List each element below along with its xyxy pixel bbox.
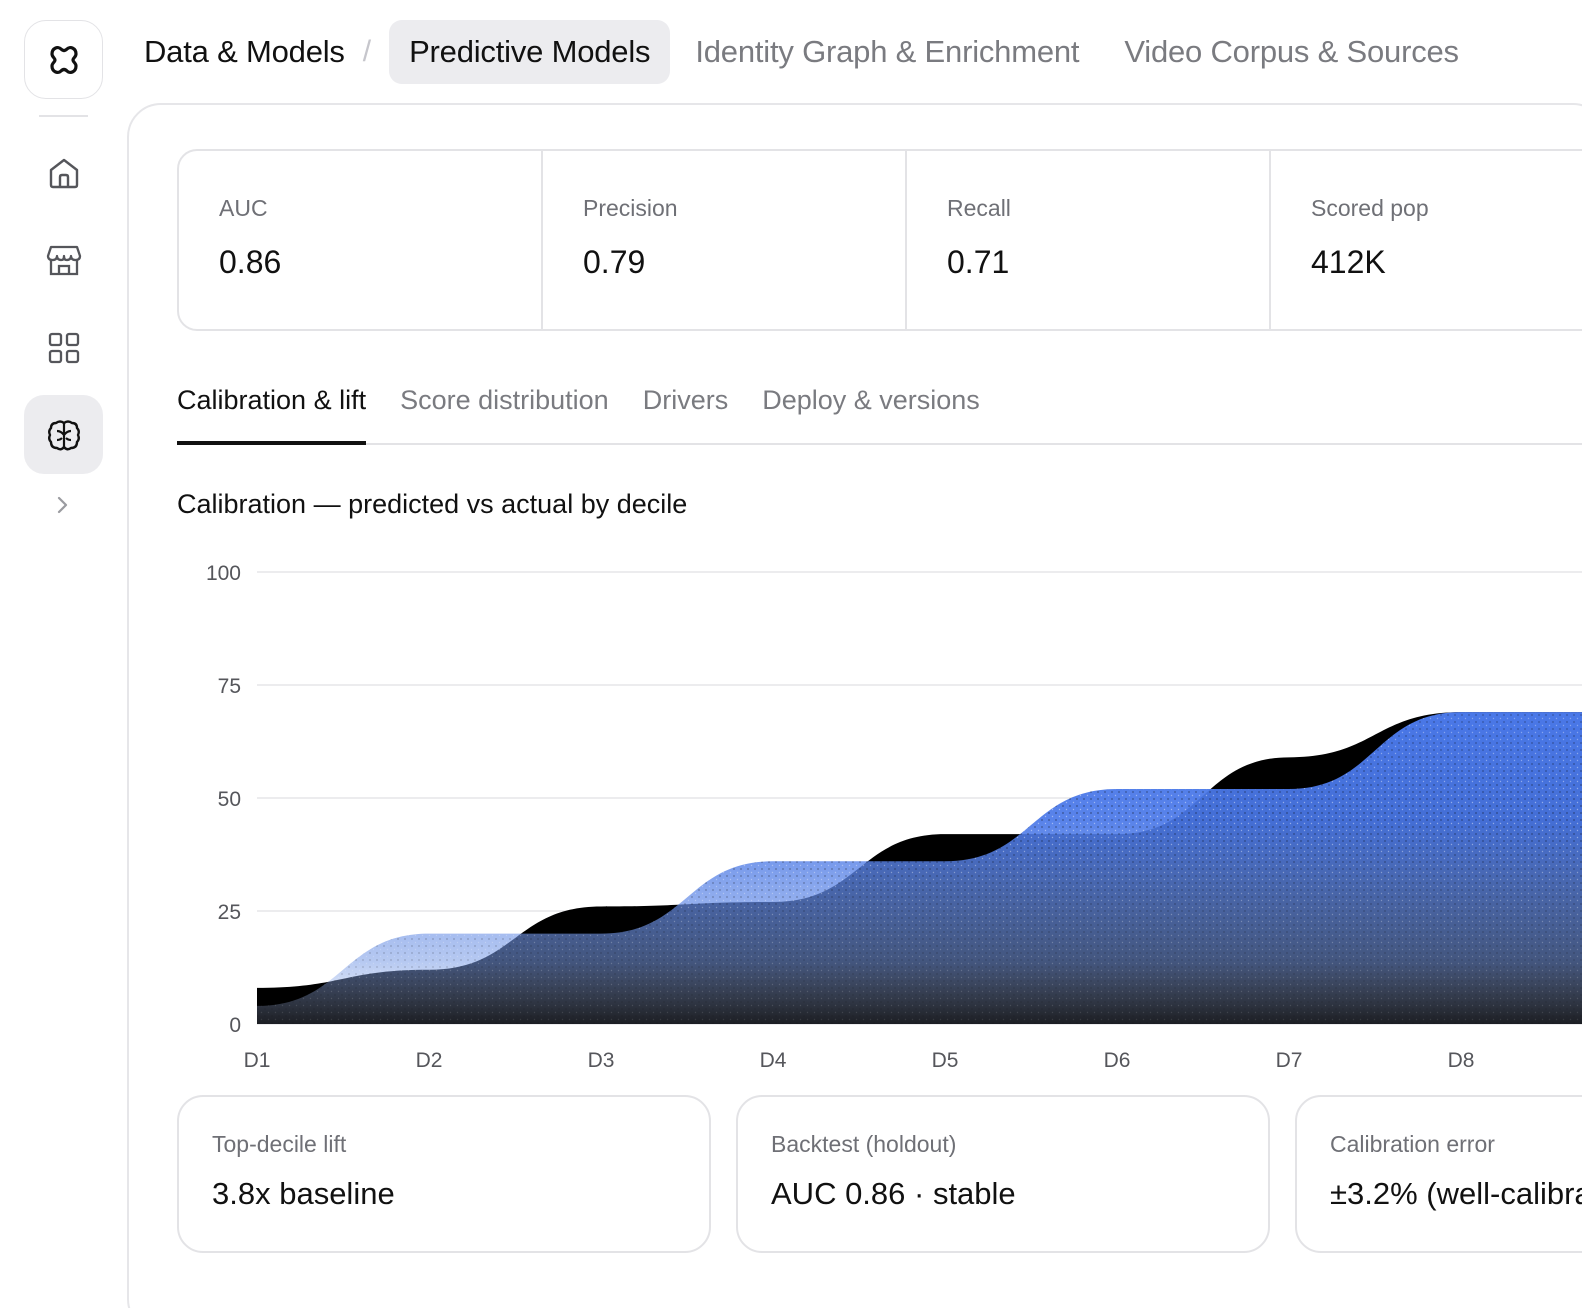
home-icon [49, 158, 78, 188]
chart-labels: 0 25 50 75 100 D1 D2 D3 D4 D5 D6 D7 D8 [206, 562, 1474, 1072]
actual-series-texture [257, 712, 1582, 1024]
x-tick-label: D1 [244, 1049, 271, 1072]
x-tick-label: D3 [588, 1049, 615, 1072]
kpi-value: 412K [1311, 244, 1386, 280]
section-tabs: Calibration & lift Score distribution Dr… [177, 365, 1582, 445]
logo-icon [49, 45, 78, 74]
stat-calibration-error: Calibration error ±3.2% (well-calibrated… [1295, 1095, 1582, 1253]
kpi-label: Precision [583, 195, 678, 221]
stats-row: Top-decile lift 3.8x baseline Backtest (… [177, 1095, 1582, 1253]
sidebar-item-home[interactable] [24, 133, 103, 212]
kpi-value: 0.86 [219, 244, 282, 280]
stat-value: ±3.2% (well-calibrated) [1330, 1176, 1582, 1211]
grid-icon [48, 332, 79, 363]
main-panel: AUC 0.86 Precision 0.79 Recall 0.71 Scor… [127, 103, 1582, 1308]
breadcrumb-separator: / [362, 35, 372, 68]
kpi-recall: Recall 0.71 [907, 151, 1271, 329]
x-tick-label: D6 [1104, 1049, 1131, 1072]
tab-drivers[interactable]: Drivers [642, 385, 729, 415]
stat-label: Top-decile lift [212, 1131, 347, 1157]
y-tick-label: 100 [206, 562, 241, 585]
chart-areas [257, 712, 1582, 1024]
sidebar-divider [39, 115, 88, 117]
kpi-value: 0.71 [947, 244, 1010, 280]
breadcrumb: Data & Models / Predictive Models Identi… [144, 20, 1479, 84]
kpi-value: 0.79 [583, 244, 646, 280]
kpi-auc: AUC 0.86 [179, 151, 543, 329]
breadcrumb-root[interactable]: Data & Models [144, 34, 345, 69]
chevron-right-icon [57, 496, 68, 514]
tab-video-corpus[interactable]: Video Corpus & Sources [1124, 34, 1459, 69]
kpi-label: Recall [947, 195, 1011, 221]
tab-deploy-versions[interactable]: Deploy & versions [762, 385, 980, 415]
x-tick-label: D2 [416, 1049, 443, 1072]
stat-label: Backtest (holdout) [771, 1131, 957, 1157]
x-tick-label: D8 [1448, 1049, 1475, 1072]
stat-top-decile-lift: Top-decile lift 3.8x baseline [177, 1095, 711, 1253]
kpi-label: Scored pop [1311, 195, 1429, 221]
brain-icon [47, 419, 80, 450]
sidebar-item-models[interactable] [24, 395, 103, 474]
store-icon [46, 245, 81, 275]
sidebar-expand-button[interactable] [48, 490, 78, 520]
tab-predictive-models[interactable]: Predictive Models [389, 20, 671, 84]
calibration-chart: 0 25 50 75 100 D1 D2 D3 D4 D5 D6 D7 D8 [206, 562, 1582, 1072]
tab-calibration-lift[interactable]: Calibration & lift [177, 365, 367, 445]
kpi-row: AUC 0.86 Precision 0.79 Recall 0.71 Scor… [177, 149, 1582, 331]
stat-label: Calibration error [1330, 1131, 1495, 1157]
stat-backtest: Backtest (holdout) AUC 0.86 · stable [736, 1095, 1270, 1253]
sidebar [0, 0, 128, 1308]
stat-value: AUC 0.86 · stable [771, 1176, 1016, 1211]
sidebar-item-apps[interactable] [24, 308, 103, 387]
app-logo-button[interactable] [24, 20, 103, 99]
x-tick-label: D4 [760, 1049, 787, 1072]
stat-value: 3.8x baseline [212, 1176, 395, 1211]
kpi-scored-pop: Scored pop 412K [1271, 151, 1582, 329]
y-tick-label: 50 [218, 788, 241, 811]
tab-score-distribution[interactable]: Score distribution [400, 385, 609, 415]
y-tick-label: 25 [218, 901, 241, 924]
tab-identity-graph[interactable]: Identity Graph & Enrichment [695, 34, 1080, 69]
x-tick-label: D5 [932, 1049, 959, 1072]
kpi-label: AUC [219, 195, 268, 221]
y-tick-label: 0 [229, 1014, 241, 1037]
y-tick-label: 75 [218, 675, 241, 698]
sidebar-item-store[interactable] [24, 220, 103, 299]
x-tick-label: D7 [1276, 1049, 1303, 1072]
chart-title: Calibration — predicted vs actual by dec… [177, 489, 688, 519]
kpi-precision: Precision 0.79 [543, 151, 907, 329]
